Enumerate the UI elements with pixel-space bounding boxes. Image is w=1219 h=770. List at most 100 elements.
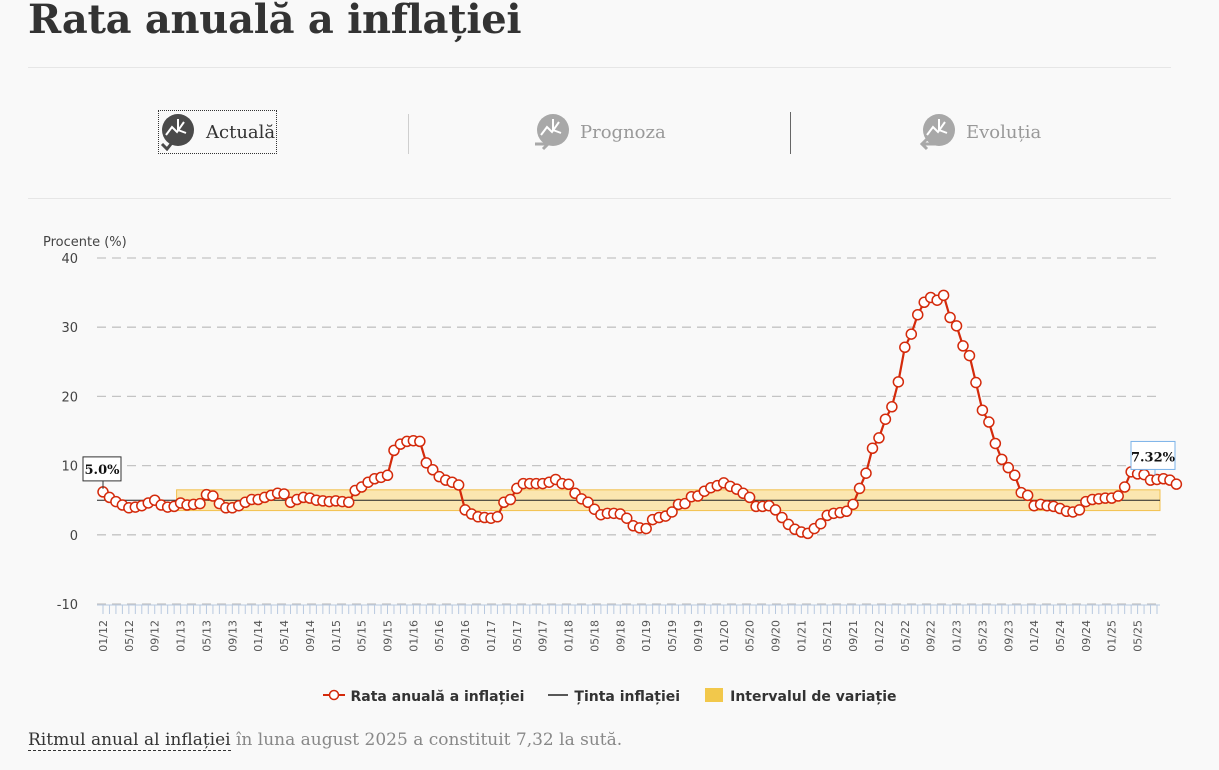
x-tick-label: 01/24: [1028, 620, 1041, 652]
tab-actuala[interactable]: Actuală: [157, 110, 278, 154]
x-tick-label: 05/15: [356, 620, 369, 652]
data-point: [562, 478, 575, 491]
data-point: [970, 376, 982, 389]
data-point: [1008, 469, 1021, 482]
y-tick-label: -10: [57, 598, 78, 613]
legend-item-target[interactable]: Ținta inflației: [548, 689, 680, 705]
data-point: [873, 432, 885, 444]
data-point: [1002, 461, 1015, 474]
x-tick-label: 05/19: [666, 620, 679, 652]
x-tick-label: 05/17: [511, 620, 524, 652]
y-tick-label: 10: [61, 460, 78, 475]
inflation-chart: Procente (%) -10 0 10 20 30 40 01/12 05/12 09/12 0…: [43, 235, 1183, 652]
legend-item-series[interactable]: Rata anuală a inflației: [322, 689, 524, 705]
data-point: [847, 498, 859, 511]
line-marker-icon: [548, 689, 569, 705]
data-point: [621, 512, 633, 524]
legend-label: Intervalul de variație: [730, 689, 897, 705]
clock-chart-forward-icon: [534, 113, 570, 151]
x-tick-label: 09/23: [1002, 620, 1015, 652]
data-point: [1118, 481, 1131, 493]
x-tick-label: 05/22: [899, 620, 912, 652]
data-point: [996, 453, 1008, 466]
view-tabs: Actuală Prognoza E: [28, 104, 1171, 158]
x-tick-label: 09/15: [382, 620, 395, 652]
x-tick-label: 05/21: [821, 620, 834, 652]
chart-legend: Rata anuală a inflației Ținta inflației …: [0, 688, 1219, 706]
data-point: [879, 413, 892, 425]
legend-item-band[interactable]: Intervalul de variație: [704, 688, 897, 706]
x-tick-label: 05/25: [1132, 620, 1145, 652]
callout-label: 5.0%: [85, 463, 121, 478]
x-tick-label: 09/13: [226, 620, 239, 652]
tab-label: Actuală: [206, 121, 276, 143]
data-point: [194, 497, 206, 510]
x-tick-label: 09/24: [1080, 620, 1093, 652]
y-tick-label: 30: [61, 321, 78, 336]
data-point: [342, 496, 355, 509]
data-point: [679, 497, 691, 510]
data-point: [491, 511, 504, 523]
x-tick-label: 09/19: [692, 620, 705, 652]
x-tick-label: 01/17: [485, 620, 498, 652]
divider: [28, 67, 1171, 68]
tab-evolutia[interactable]: Evoluția: [920, 112, 1041, 152]
x-tick-label: 09/21: [847, 620, 860, 652]
callout-box: [1130, 440, 1176, 470]
x-tick-label: 09/12: [149, 620, 162, 652]
data-point: [905, 328, 918, 340]
data-point: [911, 308, 924, 321]
data-point: [1112, 490, 1124, 502]
data-point: [866, 442, 879, 455]
x-tick-label: 09/18: [614, 620, 627, 652]
data-point: [892, 376, 905, 388]
y-tick-label: 0: [70, 529, 78, 544]
tab-label: Prognoza: [580, 121, 666, 143]
x-tick-label: 05/24: [1054, 620, 1067, 652]
x-tick-label: 01/22: [873, 620, 886, 652]
clock-chart-back-icon: [920, 113, 956, 151]
x-tick-label: 09/20: [769, 620, 782, 652]
data-point: [207, 490, 219, 502]
data-point: [1073, 504, 1086, 516]
data-point: [950, 320, 963, 332]
data-point: [1170, 478, 1183, 490]
data-point: [420, 457, 433, 469]
x-tick-label: 01/16: [407, 620, 420, 652]
x-tick-label: 05/12: [123, 620, 136, 652]
data-point: [452, 479, 465, 491]
circle-marker-icon: [322, 689, 345, 705]
page-title: Rata anuală a inflației: [28, 0, 522, 43]
legend-label: Ținta inflației: [574, 689, 681, 705]
inflation-rate-link[interactable]: Ritmul anual al inflației: [28, 730, 231, 751]
y-axis-label: Procente (%): [43, 235, 127, 250]
x-tick-label: 09/22: [925, 620, 938, 652]
clock-chart-check-icon: [160, 113, 196, 151]
data-point: [989, 437, 1002, 450]
footer-text: în luna august 2025 a constituit 7,32 la…: [230, 730, 623, 750]
data-point: [976, 404, 989, 416]
callout-box: [82, 456, 122, 482]
tab-separator: [790, 112, 791, 154]
data-point: [899, 341, 911, 354]
callout-label: 7.32%: [1131, 450, 1176, 465]
tab-label: Evoluția: [966, 121, 1042, 143]
x-tick-label: 01/14: [252, 620, 265, 652]
data-point: [815, 517, 827, 530]
data-point: [886, 401, 898, 413]
tab-prognoza[interactable]: Prognoza: [534, 112, 666, 152]
y-tick-label: 20: [61, 390, 78, 405]
data-point: [381, 469, 394, 482]
y-tick-label: 40: [61, 252, 78, 267]
data-point: [743, 491, 756, 504]
data-point: [963, 349, 976, 362]
data-point: [582, 496, 594, 509]
x-tick-label: 01/19: [640, 620, 653, 652]
data-point: [983, 416, 995, 428]
callout-last: 7.32%: [1130, 440, 1176, 476]
x-tick-label: 05/14: [278, 620, 291, 652]
x-tick-label: 05/20: [744, 620, 757, 652]
x-tick-label: 01/13: [175, 620, 188, 652]
x-tick-label: 01/23: [951, 620, 964, 652]
data-point: [427, 464, 439, 476]
